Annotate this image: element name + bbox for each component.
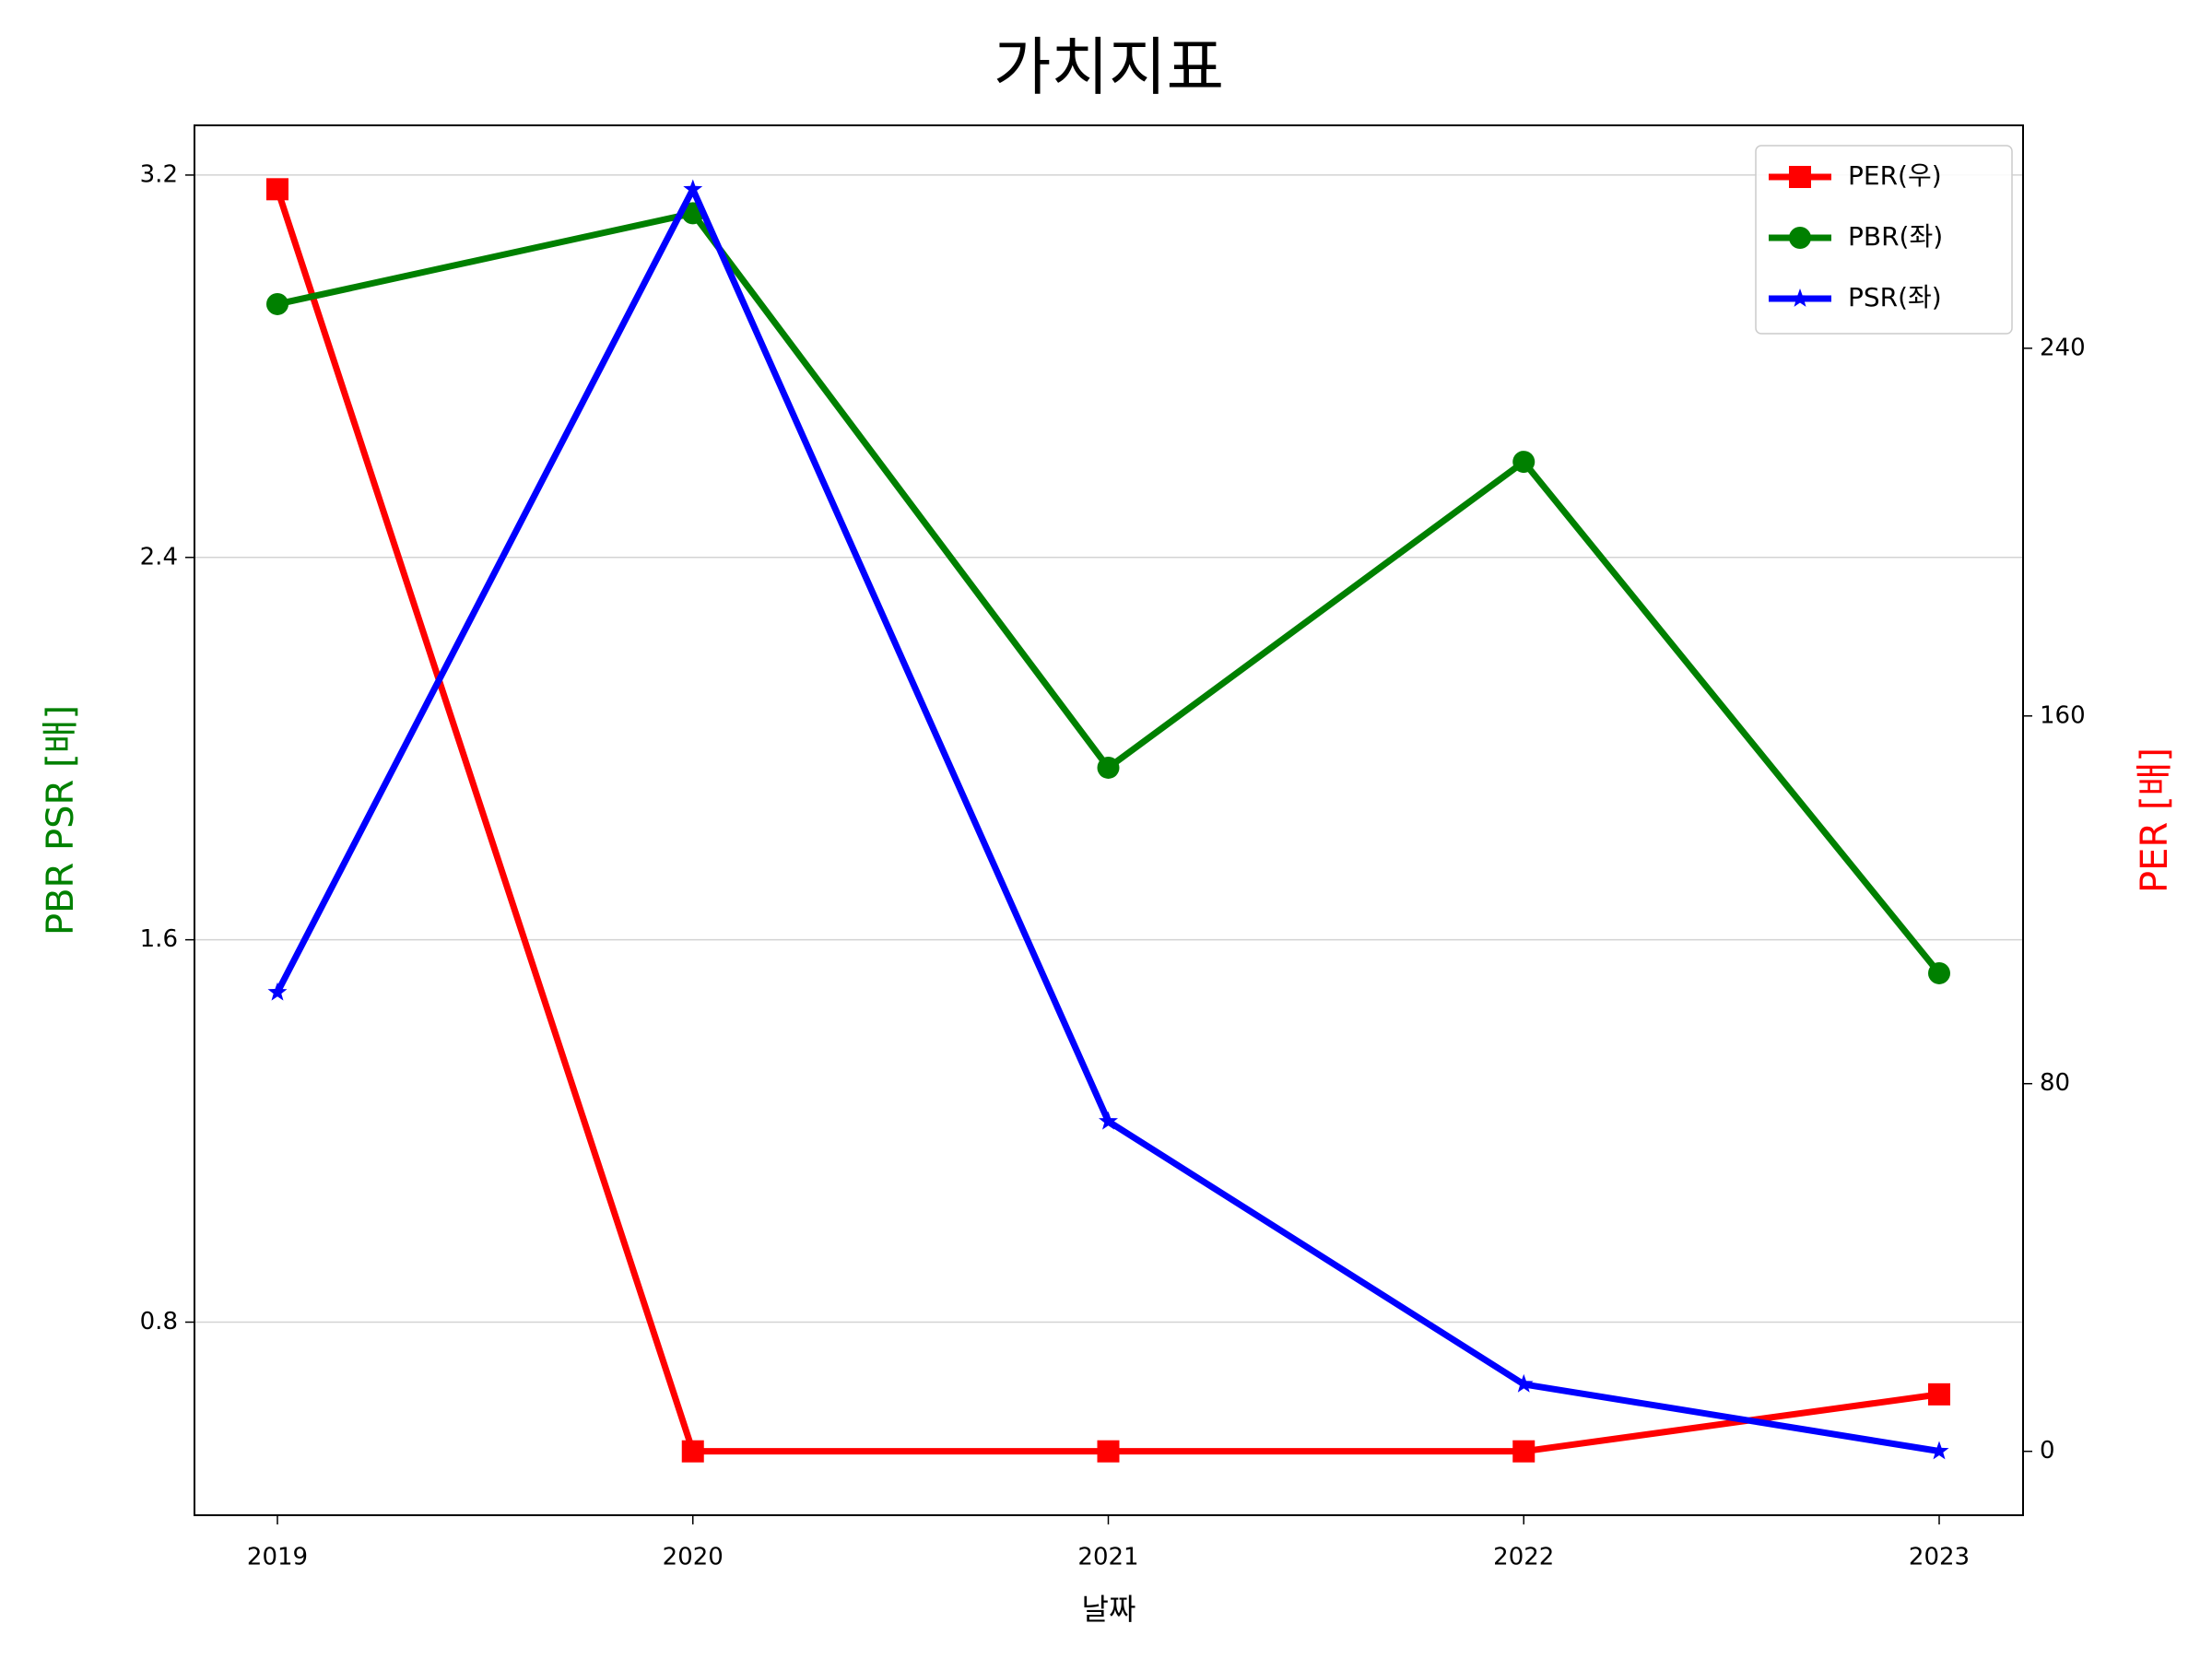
data-point [1929, 1441, 1949, 1460]
series-line [276, 209, 1942, 976]
data-point [683, 179, 703, 198]
y-tick-label: 3.2 [140, 160, 178, 188]
x-axis-label: 날짜 [1082, 1592, 1136, 1627]
legend-marker [1790, 288, 1810, 307]
plot-frame [194, 124, 2024, 1516]
legend-box [1755, 145, 2013, 335]
y-tick-label: 1.6 [140, 925, 178, 953]
legend: PER(우) PBR(좌) PSR(좌) [1755, 145, 2013, 335]
y-tick-label: 2.4 [140, 543, 178, 571]
data-point [267, 982, 288, 1001]
y2-tick-label: 80 [2040, 1069, 2070, 1097]
legend-label: PER(우) [1848, 160, 1942, 191]
y-axis-label: PBR PSR [배] [40, 705, 82, 935]
legend-marker [1789, 166, 1811, 188]
data-point [681, 1440, 704, 1463]
x-tick-label: 2019 [247, 1544, 308, 1571]
legend-marker [1789, 227, 1811, 249]
y2-axis-label: PER [배] [2134, 747, 2176, 893]
data-point [1928, 1382, 1950, 1406]
chart-title: 가치지표 [994, 32, 1224, 105]
x-tick-label: 2020 [663, 1544, 724, 1571]
y2-tick-label: 0 [2040, 1437, 2055, 1465]
data-point [1513, 1373, 1534, 1393]
data-point [1512, 451, 1535, 474]
x-tick-label: 2021 [1077, 1544, 1138, 1571]
legend-label: PBR(좌) [1848, 221, 1943, 252]
legend-label: PSR(좌) [1848, 282, 1942, 312]
series-line [274, 185, 1940, 1454]
data-point [266, 292, 288, 315]
data-point [1512, 1440, 1535, 1463]
series-line [274, 188, 1940, 1455]
data-point [1928, 961, 1950, 984]
y-tick-label: 0.8 [140, 1308, 178, 1335]
data-point [1097, 1440, 1120, 1463]
data-point [1099, 1111, 1118, 1130]
x-tick-label: 2022 [1493, 1544, 1554, 1571]
y2-tick-label: 160 [2040, 701, 2086, 729]
data-point [1097, 756, 1120, 779]
y2-tick-label: 240 [2040, 334, 2086, 361]
data-point [266, 178, 288, 201]
x-tick-label: 2023 [1909, 1544, 1970, 1571]
